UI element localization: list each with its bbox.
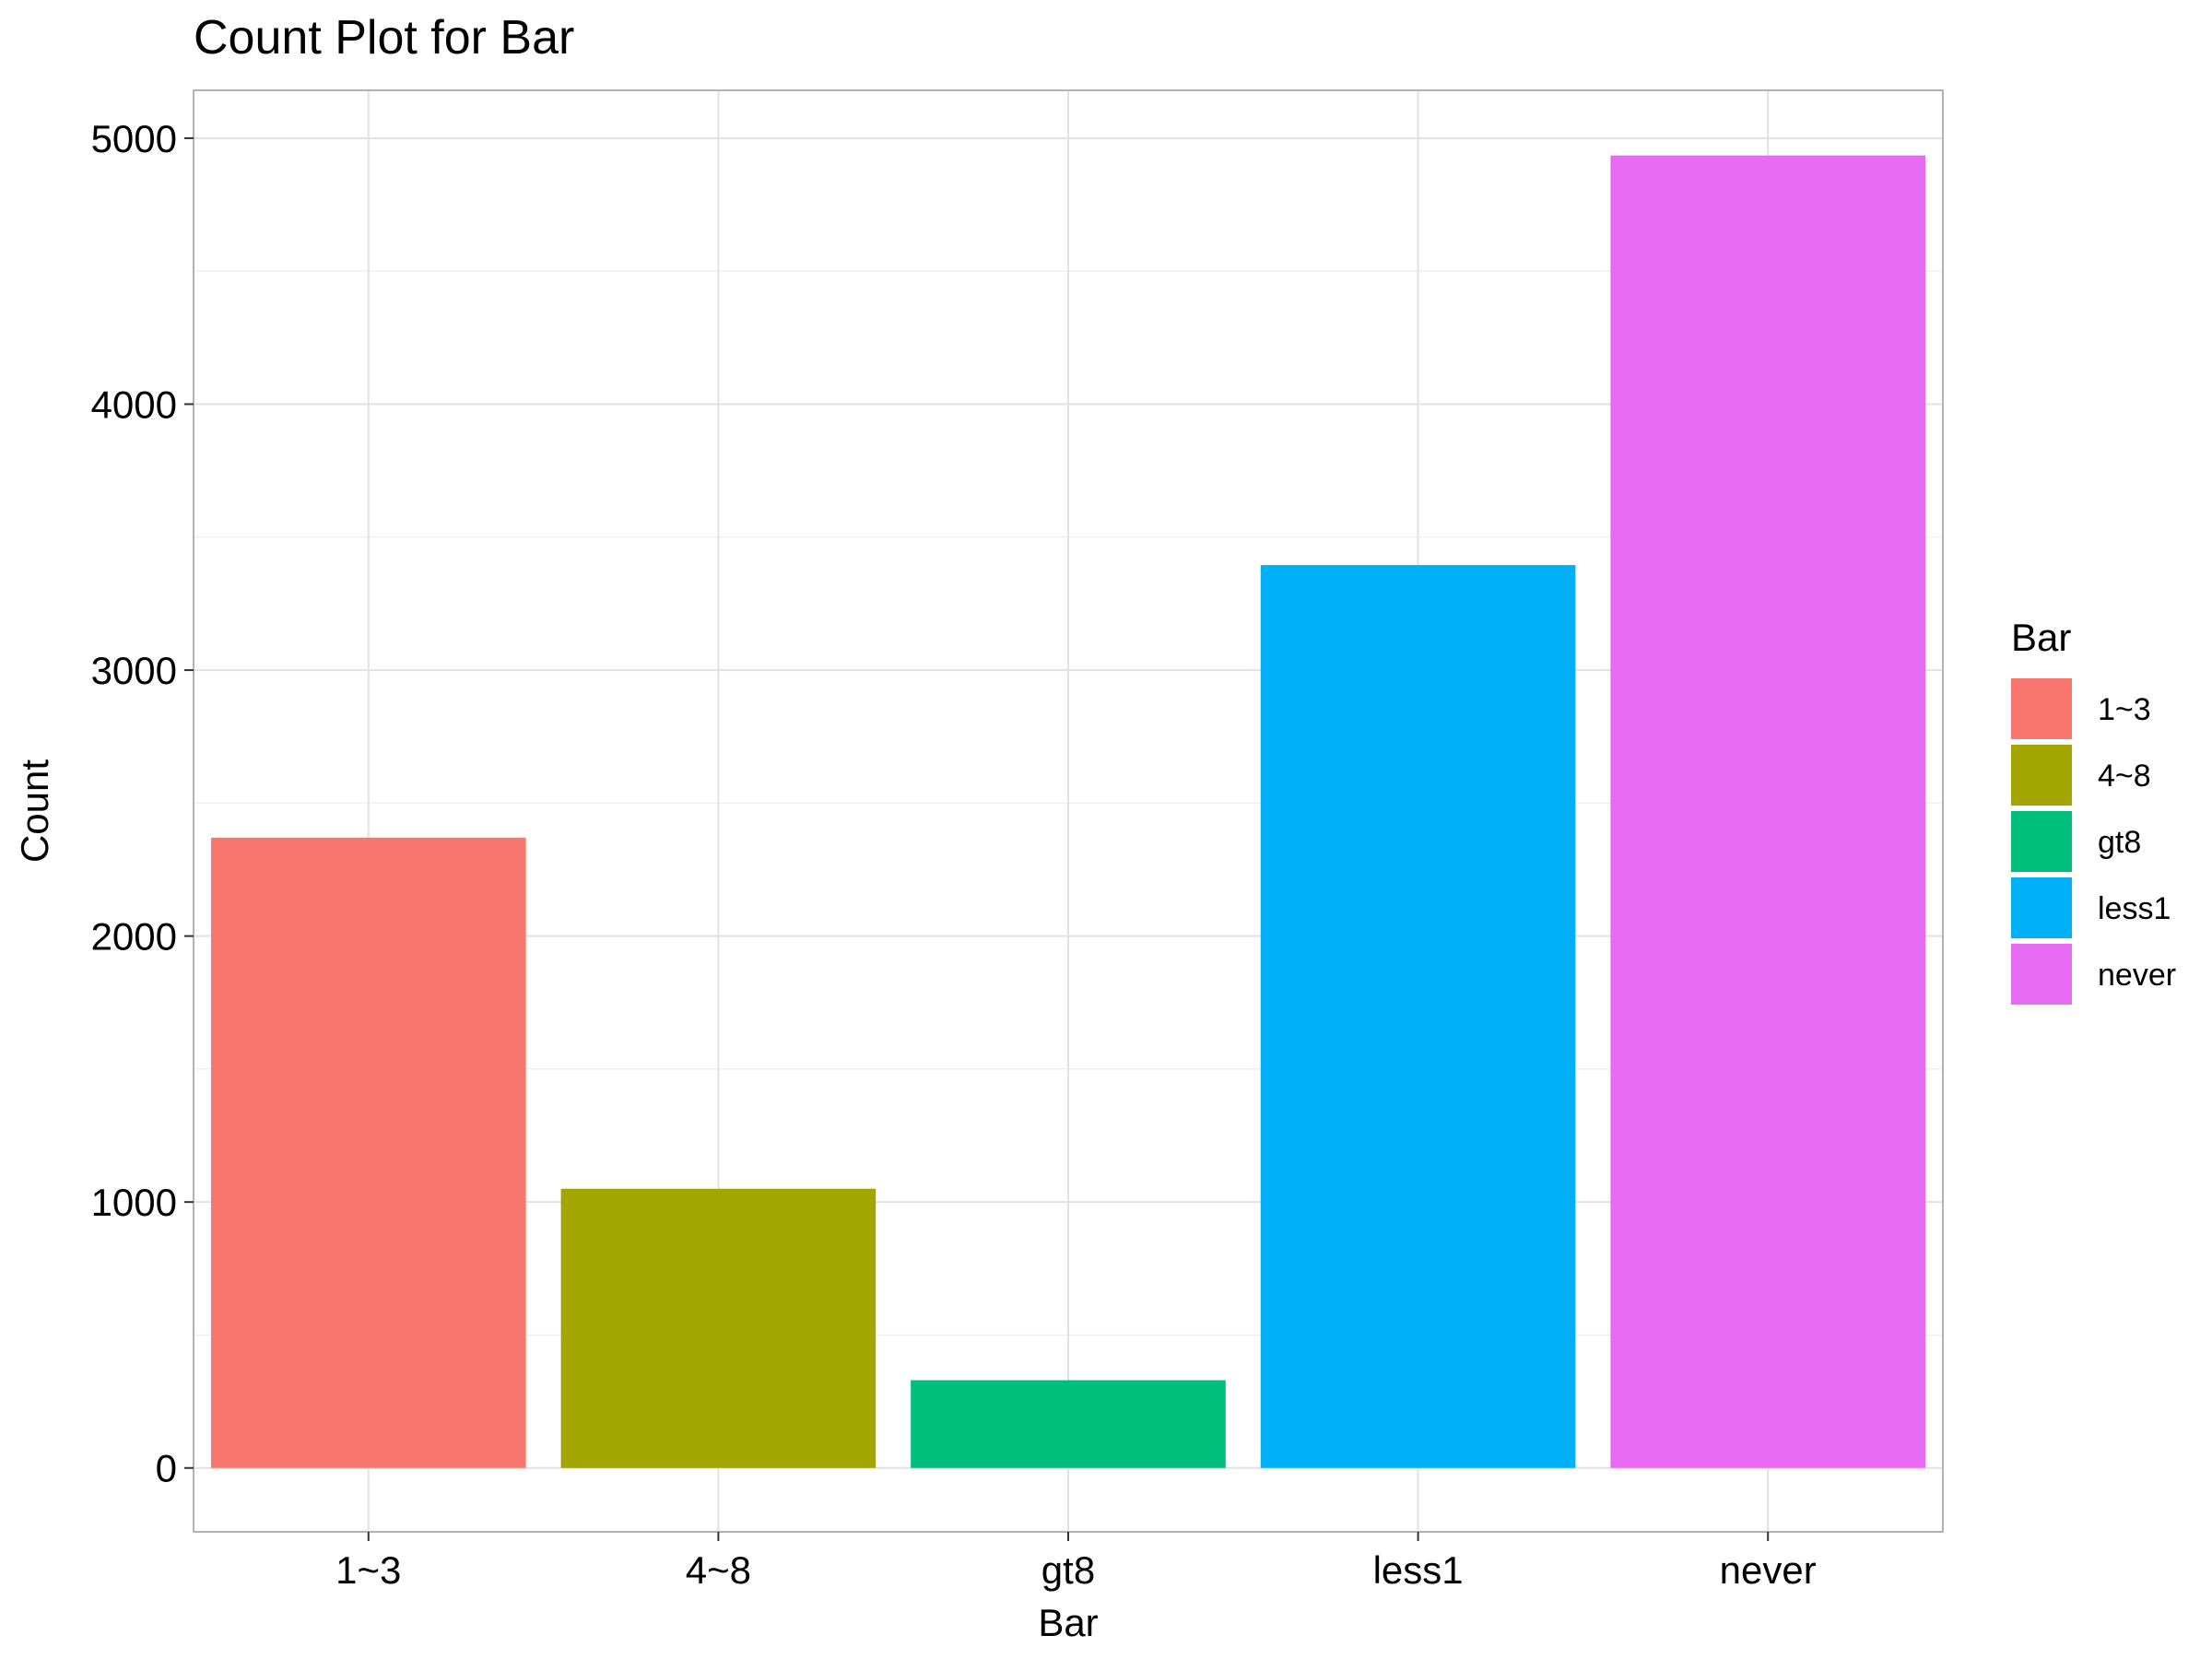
x-axis: 1~3 4~8 gt8 less1 never <box>335 1532 1817 1592</box>
legend: Bar 1~3 4~8 gt8 less1 never <box>2011 616 2176 1005</box>
y-tick-label: 5000 <box>91 117 177 160</box>
bar-2 <box>911 1380 1226 1468</box>
legend-title: Bar <box>2011 616 2071 659</box>
y-tick-label: 1000 <box>91 1181 177 1224</box>
y-tick-label: 2000 <box>91 915 177 959</box>
x-tick-label: gt8 <box>1041 1548 1095 1592</box>
y-tick-label: 0 <box>156 1447 177 1490</box>
y-tick-label: 3000 <box>91 649 177 692</box>
x-tick-label: 1~3 <box>335 1548 401 1592</box>
bar-4 <box>1610 155 1926 1468</box>
y-tick-label: 4000 <box>91 383 177 427</box>
legend-label-0: 1~3 <box>2098 692 2151 727</box>
legend-label-1: 4~8 <box>2098 759 2151 794</box>
x-axis-title: Bar <box>1038 1601 1098 1644</box>
y-axis-title: Count <box>13 759 56 863</box>
legend-key-1 <box>2011 745 2072 806</box>
x-tick-label: 4~8 <box>686 1548 751 1592</box>
chart-title: Count Plot for Bar <box>194 11 574 65</box>
legend-key-4 <box>2011 944 2072 1005</box>
x-tick-label: less1 <box>1373 1548 1464 1592</box>
legend-label-2: gt8 <box>2098 825 2141 860</box>
bar-3 <box>1260 565 1576 1468</box>
bars-group <box>210 155 1926 1468</box>
bar-1 <box>560 1188 877 1468</box>
bar-0 <box>210 837 526 1468</box>
x-tick-label: never <box>1720 1548 1817 1592</box>
legend-key-3 <box>2011 877 2072 938</box>
legend-label-3: less1 <box>2098 891 2171 926</box>
y-axis: 0 1000 2000 3000 4000 5000 <box>91 117 194 1490</box>
legend-label-4: never <box>2098 958 2176 993</box>
legend-key-2 <box>2011 811 2072 872</box>
legend-key-0 <box>2011 678 2072 739</box>
